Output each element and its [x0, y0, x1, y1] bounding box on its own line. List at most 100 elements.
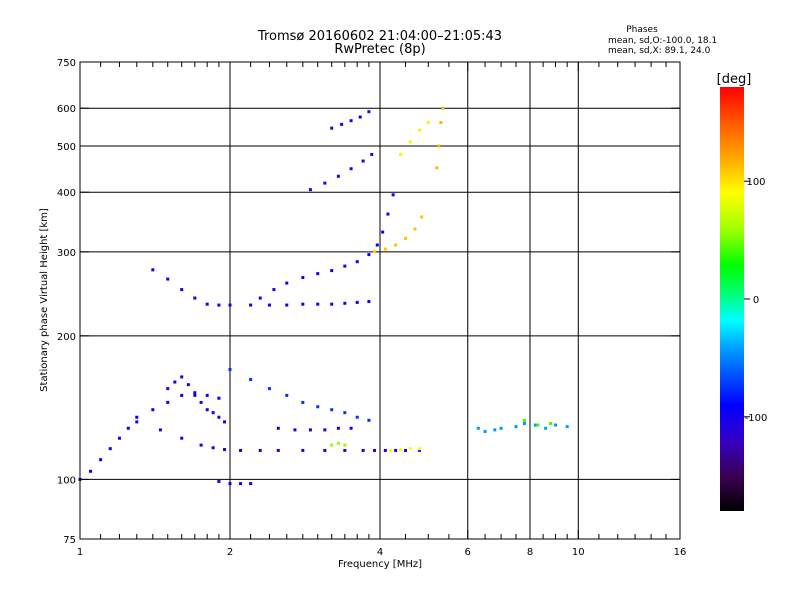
phase-stats-heading: Phases [626, 25, 658, 35]
echo-point [373, 250, 377, 254]
echo-point [228, 303, 232, 307]
echo-point [499, 426, 503, 430]
chart-title: Tromsø 20160602 21:04:00–21:05:43 [257, 29, 502, 44]
x-tick-label: 10 [572, 547, 585, 558]
y-axis-title: Stationary phase Virtual Height [km] [39, 208, 50, 392]
echo-point [217, 415, 221, 419]
echo-point [301, 400, 305, 404]
echo-point [166, 387, 170, 391]
colorbar-scale [720, 87, 744, 511]
echo-point [417, 448, 421, 452]
echo-point [330, 302, 334, 306]
echo-point [135, 415, 139, 419]
y-tick-label: 750 [57, 58, 76, 69]
echo-point [239, 448, 243, 452]
y-tick-label: 100 [57, 475, 76, 486]
echo-point [267, 387, 271, 391]
echo-point [166, 400, 170, 404]
echo-points [78, 106, 569, 486]
y-tick-label: 300 [57, 248, 76, 259]
echo-point [381, 230, 385, 234]
x-tick-labels: 1 2 4 6 8 10 16 [77, 547, 687, 558]
echo-point [323, 428, 327, 432]
echo-point [361, 448, 365, 452]
echo-point [367, 300, 371, 304]
echo-point [293, 428, 297, 432]
echo-point [267, 303, 271, 307]
echo-point [349, 426, 353, 430]
echo-point [316, 405, 320, 409]
echo-point [383, 448, 387, 452]
colorbar-tick-label: 0 [753, 295, 759, 306]
echo-point [349, 167, 353, 171]
echo-point [403, 236, 407, 240]
echo-point [340, 122, 344, 126]
echo-point [211, 411, 215, 415]
echo-point [180, 393, 184, 397]
echo-point [330, 408, 334, 412]
echo-point [375, 243, 379, 247]
echo-point [343, 411, 347, 415]
colorbar-label: [deg] [717, 72, 752, 87]
echo-point [549, 421, 553, 425]
colorbar-ticks: 100 0 -100 [744, 177, 767, 424]
echo-point [316, 302, 320, 306]
echo-point [493, 428, 497, 432]
grid-lines [80, 62, 680, 539]
echo-point [217, 479, 221, 483]
echo-point [403, 448, 407, 452]
echo-point [228, 482, 232, 486]
y-tick-label: 500 [57, 142, 76, 153]
echo-point [205, 393, 209, 397]
echo-point [180, 436, 184, 440]
echo-point [186, 383, 190, 387]
echo-point [193, 296, 197, 300]
echo-point [343, 448, 347, 452]
echo-point [523, 421, 527, 425]
echo-point [301, 276, 305, 280]
echo-point [308, 188, 312, 192]
echo-point [301, 302, 305, 306]
x-tick-label: 1 [77, 547, 83, 558]
echo-point [323, 448, 327, 452]
echo-point [126, 426, 130, 430]
echo-point [258, 448, 262, 452]
echo-point [367, 418, 371, 422]
echo-point [367, 253, 371, 257]
echo-point [285, 303, 289, 307]
echo-point [228, 367, 232, 371]
echo-point [523, 418, 527, 422]
echo-point [399, 152, 403, 156]
phase-stats-x: mean, sd,X: 89.1, 24.0 [608, 46, 711, 56]
y-tick-label: 75 [63, 535, 76, 546]
echo-point [349, 119, 353, 123]
echo-point [223, 448, 227, 452]
y-tick-label: 400 [57, 188, 76, 199]
echo-point [426, 121, 430, 125]
echo-point [258, 296, 262, 300]
echo-point [108, 447, 112, 451]
echo-point [417, 447, 421, 451]
x-tick-label: 2 [227, 547, 233, 558]
echo-point [343, 264, 347, 268]
echo-point [199, 400, 203, 404]
echo-point [330, 126, 334, 130]
echo-point [173, 380, 177, 384]
echo-point [285, 393, 289, 397]
echo-point [308, 428, 312, 432]
echo-point [135, 420, 139, 424]
echo-point [336, 441, 340, 445]
echo-point [285, 281, 289, 285]
echo-point [553, 423, 557, 427]
echo-point [193, 391, 197, 395]
echo-point [383, 247, 387, 251]
phase-stats-o: mean, sd,O:-100.0, 18.1 [608, 36, 717, 46]
echo-point [330, 443, 334, 447]
echo-point [373, 448, 377, 452]
echo-point [158, 428, 162, 432]
echo-point [413, 227, 417, 231]
echo-point [533, 423, 537, 427]
echo-point [217, 303, 221, 307]
echo-point [151, 408, 155, 412]
echo-point [223, 420, 227, 424]
